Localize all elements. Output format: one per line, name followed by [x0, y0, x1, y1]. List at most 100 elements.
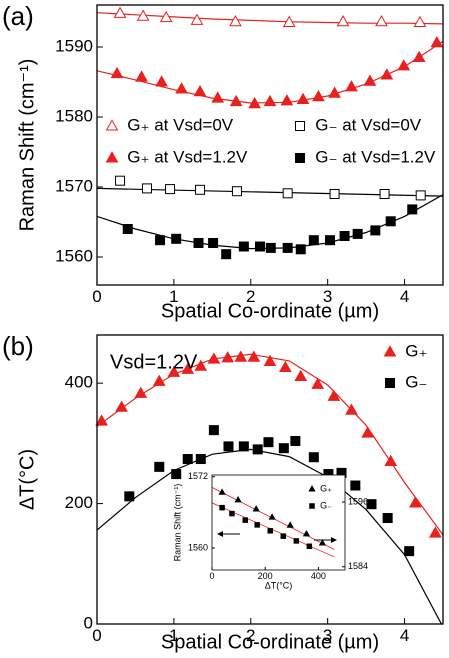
marker [328, 86, 341, 98]
legend-label: G₋ at Vsd=0V [315, 115, 421, 134]
marker [350, 480, 361, 491]
marker [309, 503, 315, 509]
marker [165, 184, 176, 195]
marker [234, 350, 248, 362]
y-tick-label: 1580 [55, 106, 93, 125]
y2-tick-label: 1596 [348, 496, 368, 506]
marker [207, 352, 221, 364]
marker [154, 461, 165, 472]
marker [221, 249, 232, 260]
marker [122, 224, 133, 234]
marker [280, 94, 294, 106]
marker [181, 362, 195, 374]
marker [247, 350, 261, 362]
x-tick-label: 0 [92, 626, 101, 645]
fit-line [97, 12, 443, 25]
panel-label: (b) [2, 331, 34, 361]
x-tick-label: 2 [246, 287, 255, 306]
marker [124, 491, 135, 502]
y-tick-label: 400 [65, 373, 93, 392]
marker [408, 496, 422, 508]
marker [397, 59, 411, 71]
plot-frame [96, 334, 444, 625]
marker [385, 216, 396, 227]
marker [105, 151, 119, 163]
legend-label: G₊ at Vsd=0V [127, 115, 233, 134]
marker [248, 96, 261, 109]
marker [223, 441, 234, 452]
marker [282, 242, 293, 253]
marker [211, 91, 225, 103]
marker [265, 242, 276, 253]
legend-label: G₊ [320, 483, 332, 493]
panel-label: (a) [2, 1, 34, 31]
marker [339, 231, 350, 241]
marker [363, 74, 377, 86]
marker [190, 13, 204, 25]
marker [290, 435, 301, 446]
y-tick-label: 1560 [188, 542, 208, 552]
marker [318, 539, 326, 546]
y-tick-label: 1572 [188, 471, 208, 481]
marker [295, 121, 305, 131]
marker [286, 521, 294, 528]
marker [294, 369, 308, 382]
plot-frame [96, 4, 444, 286]
legend-label: G₊ [405, 341, 427, 360]
marker [296, 92, 310, 104]
marker [115, 175, 126, 186]
marker [263, 94, 277, 107]
fit-line [97, 40, 443, 104]
legend-label: G₋ [320, 500, 332, 510]
marker [279, 360, 292, 373]
marker [413, 15, 427, 27]
marker [135, 70, 148, 82]
marker [383, 345, 397, 357]
x-tick-label: 4 [400, 287, 409, 306]
marker [282, 188, 293, 199]
marker [195, 184, 206, 195]
marker [171, 233, 182, 244]
marker [238, 441, 249, 452]
marker [195, 454, 206, 465]
inset-background [212, 475, 345, 570]
marker [379, 189, 390, 199]
marker [229, 510, 235, 517]
marker [193, 85, 207, 97]
fit-line [97, 448, 443, 624]
marker [412, 50, 426, 62]
y-tick-label: 0 [84, 613, 93, 632]
marker [171, 469, 182, 480]
marker [193, 238, 204, 248]
marker [155, 235, 166, 246]
y2-tick-label: 1584 [348, 561, 368, 571]
marker [95, 414, 108, 426]
marker [182, 454, 193, 465]
marker [312, 89, 325, 102]
marker [208, 425, 219, 436]
marker [336, 15, 350, 27]
y-tick-label: 1560 [55, 246, 93, 265]
legend-label: G₋ at Vsd=1.2V [315, 147, 436, 166]
y-axis-label: Raman Shift (cm⁻¹) [172, 484, 182, 562]
marker [159, 10, 173, 23]
marker [380, 68, 394, 80]
marker [175, 82, 188, 94]
marker [194, 359, 208, 371]
x-tick-label: 3 [323, 626, 332, 645]
marker [208, 238, 219, 248]
marker [407, 204, 418, 215]
marker [263, 437, 274, 448]
y-axis-label: Raman Shift (cm⁻¹) [16, 59, 38, 232]
marker [311, 377, 325, 389]
x-axis-label: Spatial Co-ordinate (µm) [161, 631, 379, 653]
marker [352, 228, 363, 239]
x-tick-label: 4 [400, 626, 409, 645]
marker [263, 354, 277, 366]
marker [302, 529, 311, 537]
y-tick-label: 200 [65, 493, 93, 512]
x-tick-label: 200 [258, 571, 273, 581]
marker [308, 235, 319, 246]
marker [280, 533, 287, 539]
marker [134, 386, 148, 398]
